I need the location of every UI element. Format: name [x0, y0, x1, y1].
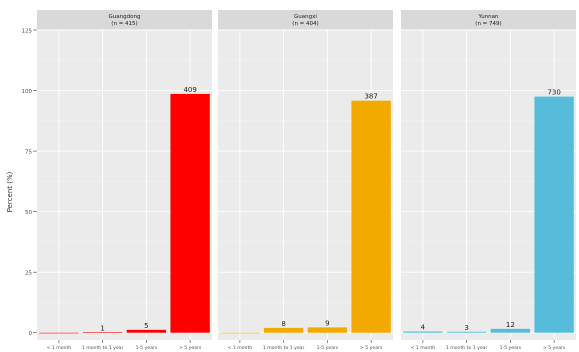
bar	[534, 96, 574, 333]
y-tick-label: 125	[22, 29, 33, 35]
x-tick-label: 1 month to 1 year	[82, 345, 124, 351]
bar-value-label: 3	[464, 324, 468, 332]
y-tick-label: 0	[29, 331, 33, 337]
facet-panel-guangdong: Guangdong(n = 415) 1 5 409 < 1 month 1 month …	[37, 10, 212, 351]
facet-strip	[401, 10, 576, 30]
x-tick-label: > 5 years	[360, 345, 383, 351]
facet-strip	[37, 10, 212, 30]
bar	[490, 328, 531, 333]
x-tick-label: 1 month to 1 year	[263, 345, 305, 351]
bar	[446, 331, 487, 333]
x-tick-label: 1 month to 1 year	[446, 345, 488, 351]
y-axis-label: Percent (%)	[6, 171, 14, 212]
bar-value-label: 730	[547, 89, 560, 97]
facet-title: Guangxi	[294, 14, 317, 20]
facet-subtitle: (n = 415)	[111, 21, 137, 27]
bar	[263, 327, 304, 333]
x-tick-label: 1-5 years	[317, 345, 339, 351]
x-tick-label: > 5 years	[543, 345, 566, 351]
bar-value-label: 1	[100, 324, 104, 332]
x-tick-label: < 1 month	[411, 345, 436, 351]
facet-panels: Guangdong(n = 415) 1 5 409 < 1 month 1 month …	[37, 10, 576, 351]
bar-value-label: 387	[364, 93, 377, 101]
x-tick-label: 1-5 years	[136, 345, 158, 351]
facet-title: Yunnan	[477, 14, 499, 20]
bar-value-label: 8	[281, 320, 285, 328]
facet-panel-yunnan: Yunnan(n = 749) 4 3 12 730 < 1 month 1 month t…	[401, 10, 576, 351]
y-tick-label: 50	[25, 210, 32, 216]
facet-strip	[218, 10, 393, 30]
facet-title: Guangdong	[109, 14, 141, 20]
y-tick-label: 25	[25, 271, 32, 277]
bar-value-label: 409	[183, 86, 196, 94]
y-tick-label: 100	[22, 89, 33, 95]
x-tick-label: < 1 month	[47, 345, 72, 351]
facet-subtitle: (n = 749)	[475, 21, 501, 27]
y-tick-label: 75	[25, 150, 32, 156]
bar	[39, 332, 79, 334]
bar-value-label: 12	[506, 321, 515, 329]
bar	[126, 329, 167, 333]
bar	[220, 332, 260, 334]
y-axis-ticks: 0 25 50 75 100 125	[22, 29, 37, 337]
bar	[403, 331, 443, 333]
x-tick-label: < 1 month	[228, 345, 253, 351]
bar-value-label: 4	[421, 324, 426, 332]
bar	[307, 327, 348, 333]
x-tick-label: > 5 years	[179, 345, 202, 351]
bar	[351, 100, 391, 333]
bar-value-label: 9	[325, 319, 329, 327]
x-tick-label: 1-5 years	[500, 345, 522, 351]
facet-subtitle: (n = 404)	[292, 21, 318, 27]
facet-panel-guangxi: Guangxi(n = 404) 8 9 387 < 1 month 1 month to…	[218, 10, 393, 351]
bar	[170, 93, 210, 333]
bar	[82, 332, 123, 333]
bar-value-label: 5	[144, 322, 148, 330]
